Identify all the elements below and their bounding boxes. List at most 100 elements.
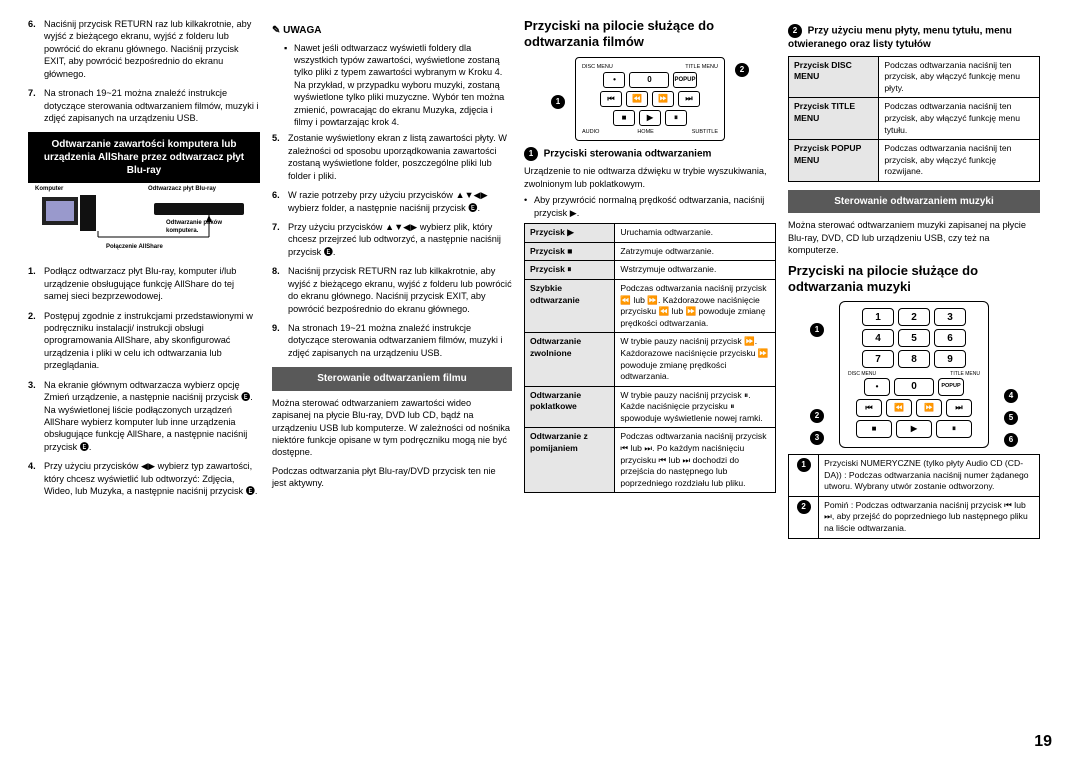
table-row: Przycisk TITLE MENUPodczas odtwarzania n… xyxy=(789,98,1040,140)
list-item: 2.Postępuj zgodnie z instrukcjami przeds… xyxy=(28,310,260,372)
table-cell-head: Przycisk POPUP MENU xyxy=(789,140,879,182)
table-cell-head: Przycisk ■ xyxy=(525,242,615,261)
remote-label: TITLE MENU xyxy=(685,64,718,71)
table-row: 1Przyciski NUMERYCZNE (tylko płyty Audio… xyxy=(789,455,1040,497)
table-cell-head: Przycisk ▶ xyxy=(525,224,615,243)
remote-button: ⏸ xyxy=(936,420,972,438)
diagram-label: Odtwarzanie plików komputera. xyxy=(166,219,246,235)
list-item: 6.W razie potrzeby przy użyciu przyciskó… xyxy=(272,189,512,214)
callout-badge: 1 xyxy=(810,323,824,337)
table-row: Szybkie odtwarzaniePodczas odtwarzania n… xyxy=(525,279,776,332)
bullet: •Aby przywrócić normalną prędkość odtwar… xyxy=(524,194,776,219)
remote-label: AUDIO xyxy=(582,129,599,136)
table-cell: Przyciski NUMERYCZNE (tylko płyty Audio … xyxy=(819,455,1040,497)
remote-button: ⏮ xyxy=(600,91,622,107)
column-2: UWAGA ▪Nawet jeśli odtwarzacz wyświetli … xyxy=(272,18,512,539)
keypad-button: 5 xyxy=(898,329,930,347)
list-item: 7. Na stronach 19~21 można znaleźć instr… xyxy=(28,87,260,124)
table-cell: Zatrzymuje odtwarzanie. xyxy=(615,242,776,261)
remote-button: POPUP xyxy=(938,378,964,396)
table-row: Odtwarzanie zwolnioneW trybie pauzy naci… xyxy=(525,333,776,386)
heading-video-control: Sterowanie odtwarzaniem filmu xyxy=(272,367,512,391)
remote-label: HOME xyxy=(637,129,654,136)
item-number: 6. xyxy=(28,18,44,80)
section-title: Przyciski na pilocie służące do odtwarza… xyxy=(524,18,776,51)
table-row: 2Pomiń : Podczas odtwarzania naciśnij pr… xyxy=(789,496,1040,538)
paragraph: Urządzenie to nie odtwarza dźwięku w try… xyxy=(524,165,776,190)
remote-button: ⏭ xyxy=(946,399,972,417)
remote-button: ⏸ xyxy=(665,110,687,126)
list-item: 6. Naciśnij przycisk RETURN raz lub kilk… xyxy=(28,18,260,80)
remote-button: ⏪ xyxy=(886,399,912,417)
remote-button: ⏮ xyxy=(856,399,882,417)
callout-badge: 3 xyxy=(810,431,824,445)
list-item: 8.Naciśnij przycisk RETURN raz lub kilka… xyxy=(272,265,512,315)
keypad-button: 8 xyxy=(898,350,930,368)
remote-button: ■ xyxy=(613,110,635,126)
subheading-text: Przyciski sterowania odtwarzaniem xyxy=(544,149,712,160)
list-item: 5.Zostanie wyświetlony ekran z listą zaw… xyxy=(272,132,512,182)
remote-button: ⏩ xyxy=(652,91,674,107)
table-cell-badge: 2 xyxy=(789,496,819,538)
diagram-label: Komputer xyxy=(35,185,63,193)
callout-badge: 2 xyxy=(810,409,824,423)
item-text: Na stronach 19~21 można znaleźć instrukc… xyxy=(44,87,260,124)
paragraph: Podczas odtwarzania płyt Blu-ray/DVD prz… xyxy=(272,465,512,490)
playback-table: Przycisk ▶Uruchamia odtwarzanie.Przycisk… xyxy=(524,223,776,493)
remote-diagram-music: 123 456 789 DISC MENUTITLE MENU •0POPUP … xyxy=(804,301,1024,448)
music-notes-table: 1Przyciski NUMERYCZNE (tylko płyty Audio… xyxy=(788,454,1040,539)
badge-2-icon: 2 xyxy=(788,24,802,38)
column-3: Przyciski na pilocie służące do odtwarza… xyxy=(524,18,776,539)
list-item: 7.Przy użyciu przycisków ▲▼◀▶ wybierz pl… xyxy=(272,221,512,258)
table-cell: Podczas odtwarzania naciśnij ten przycis… xyxy=(879,56,1040,98)
paragraph: Można sterować odtwarzaniem zawartości w… xyxy=(272,397,512,459)
keypad-button: 9 xyxy=(934,350,966,368)
note-heading: UWAGA xyxy=(272,24,512,38)
keypad-button: 3 xyxy=(934,308,966,326)
section-title: Przyciski na pilocie służące do odtwarza… xyxy=(788,263,1040,296)
table-cell-head: Odtwarzanie zwolnione xyxy=(525,333,615,386)
remote-button: ⏪ xyxy=(626,91,648,107)
table-cell: Podczas odtwarzania naciśnij ten przycis… xyxy=(879,98,1040,140)
table-row: Przycisk ⏸Wstrzymuje odtwarzanie. xyxy=(525,261,776,280)
note-bullet: ▪Nawet jeśli odtwarzacz wyświetli folder… xyxy=(272,42,512,129)
table-row: Odtwarzanie poklatkoweW trybie pauzy nac… xyxy=(525,386,776,428)
column-1: 6. Naciśnij przycisk RETURN raz lub kilk… xyxy=(28,18,260,539)
table-row: Przycisk DISC MENUPodczas odtwarzania na… xyxy=(789,56,1040,98)
remote-button: 0 xyxy=(629,72,669,88)
keypad-button: 0 xyxy=(894,378,934,396)
subheading: 1 Przyciski sterowania odtwarzaniem xyxy=(524,147,776,161)
heading-music-control: Sterowanie odtwarzaniem muzyki xyxy=(788,190,1040,214)
table-row: Odtwarzanie z pomijaniemPodczas odtwarza… xyxy=(525,428,776,493)
table-cell: Podczas odtwarzania naciśnij ten przycis… xyxy=(879,140,1040,182)
table-cell-head: Przycisk DISC MENU xyxy=(789,56,879,98)
heading-allshare: Odtwarzanie zawartości komputera lub urz… xyxy=(28,132,260,183)
table-cell-head: Szybkie odtwarzanie xyxy=(525,279,615,332)
remote-label: SUBTITLE xyxy=(692,129,718,136)
badge-1-icon: 1 xyxy=(524,147,538,161)
remote-button: ▶ xyxy=(639,110,661,126)
remote-button: ⏭ xyxy=(678,91,700,107)
table-cell: W trybie pauzy naciśnij przycisk ⏩. Każd… xyxy=(615,333,776,386)
list-item: 9.Na stronach 19~21 można znaleźć instru… xyxy=(272,322,512,359)
remote-button: • xyxy=(603,72,625,88)
callout-badge: 4 xyxy=(1004,389,1018,403)
callout-badge: 6 xyxy=(1004,433,1018,447)
table-cell-badge: 1 xyxy=(789,455,819,497)
diagram-label: Połączenie AllShare xyxy=(106,243,163,251)
list-item: 3.Na ekranie głównym odtwarzacza wybierz… xyxy=(28,379,260,454)
table-cell: Podczas odtwarzania naciśnij przycisk ⏮ … xyxy=(615,428,776,493)
page-root: 6. Naciśnij przycisk RETURN raz lub kilk… xyxy=(28,18,1052,539)
table-cell-head: Przycisk ⏸ xyxy=(525,261,615,280)
table-cell: Uruchamia odtwarzanie. xyxy=(615,224,776,243)
table-cell-head: Przycisk TITLE MENU xyxy=(789,98,879,140)
item-text: Naciśnij przycisk RETURN raz lub kilkakr… xyxy=(44,18,260,80)
table-cell-head: Odtwarzanie z pomijaniem xyxy=(525,428,615,493)
keypad-button: 4 xyxy=(862,329,894,347)
keypad-button: 2 xyxy=(898,308,930,326)
remote-button: ■ xyxy=(856,420,892,438)
subheading-text: Przy użyciu menu płyty, menu tytułu, men… xyxy=(788,26,1012,51)
callout-badge: 5 xyxy=(1004,411,1018,425)
subheading: 2 Przy użyciu menu płyty, menu tytułu, m… xyxy=(788,24,1040,52)
allshare-diagram: Komputer Odtwarzacz płyt Blu-ray Odtwarz… xyxy=(28,189,260,259)
